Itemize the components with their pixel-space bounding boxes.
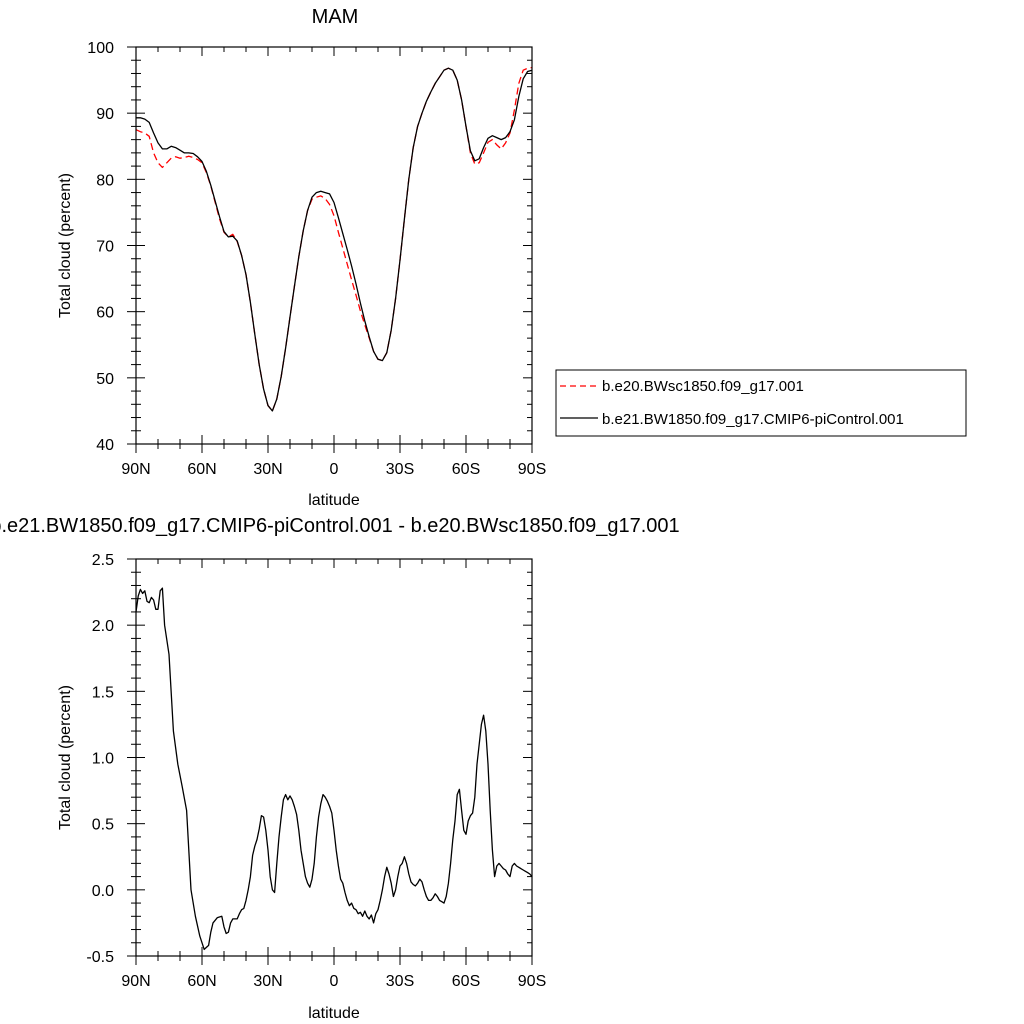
top-x-tick-label: 0 xyxy=(330,461,339,478)
top-x-tick-label: 60N xyxy=(187,461,216,478)
top-y-tick-label: 60 xyxy=(96,305,114,322)
bottom-x-tick-label: 30N xyxy=(253,973,282,990)
top-y-tick-label: 90 xyxy=(96,106,114,123)
bottom-y-tick-label: 1.5 xyxy=(92,684,114,701)
bottom-y-tick-label: -0.5 xyxy=(86,949,114,966)
top-y-tick-label: 50 xyxy=(96,371,114,388)
top-y-tick-label: 80 xyxy=(96,172,114,189)
top-series-line-2 xyxy=(136,67,533,412)
bottom-x-tick-label: 90S xyxy=(518,973,546,990)
bottom-y-tick-label: 0.0 xyxy=(92,883,114,900)
top-y-axis-label: Total cloud (percent) xyxy=(57,173,74,318)
bottom-plot-frame xyxy=(135,558,533,957)
top-series-group xyxy=(135,66,533,412)
top-x-tick-label: 90N xyxy=(121,461,150,478)
bottom-x-tick-label: 60N xyxy=(187,973,216,990)
bottom-x-axis-label: latitude xyxy=(308,1005,360,1022)
bottom-series-group xyxy=(135,587,533,951)
top-x-tick-label: 30N xyxy=(253,461,282,478)
bottom-y-axis-label: Total cloud (percent) xyxy=(57,685,74,830)
bottom-y-tick-label: 1.0 xyxy=(92,751,114,768)
bottom-y-tick-label: 0.5 xyxy=(92,817,114,834)
top-y-tick-label: 70 xyxy=(96,239,114,256)
top-x-tick-label: 60S xyxy=(452,461,480,478)
top-y-tick-label: 40 xyxy=(96,437,114,454)
top-plot-frame xyxy=(135,46,533,445)
bottom-x-tick-label: 90N xyxy=(121,973,150,990)
top-panel: MAM 90N 60N 30N 0 30S 60S 90S 40 50 60 70 80 90 100 l… xyxy=(57,6,546,509)
bottom-y-tick-label: 2.0 xyxy=(92,618,114,635)
bottom-chart-title: b.e21.BW1850.f09_g17.CMIP6-piControl.001… xyxy=(0,515,680,537)
top-x-axis-label: latitude xyxy=(308,492,360,509)
top-x-tick-label: 90S xyxy=(518,461,546,478)
bottom-panel: b.e21.BW1850.f09_g17.CMIP6-piControl.001… xyxy=(0,515,680,1022)
legend-label-series-1: b.e20.BWsc1850.f09_g17.001 xyxy=(602,378,804,395)
bottom-axis-ticks: 90N 60N 30N 0 30S 60S 90S -0.5 0.0 0.5 1.0 1.5 2.0 2.… xyxy=(86,552,546,990)
top-series-line-1 xyxy=(135,66,533,412)
top-chart-title: MAM xyxy=(312,6,359,28)
bottom-y-tick-label: 2.5 xyxy=(92,552,114,569)
bottom-x-tick-label: 60S xyxy=(452,973,480,990)
bottom-x-tick-label: 0 xyxy=(330,973,339,990)
legend-label-series-2: b.e21.BW1850.f09_g17.CMIP6-piControl.001 xyxy=(602,411,904,428)
top-x-tick-label: 30S xyxy=(386,461,414,478)
legend: b.e20.BWsc1850.f09_g17.001 b.e21.BW1850.… xyxy=(555,369,967,437)
bottom-x-tick-label: 30S xyxy=(386,973,414,990)
bottom-series-line-1 xyxy=(135,587,533,951)
top-y-tick-label: 100 xyxy=(87,40,114,57)
top-axis-ticks: 90N 60N 30N 0 30S 60S 90S 40 50 60 70 80 90 100 xyxy=(87,40,546,478)
legend-box xyxy=(555,369,967,437)
